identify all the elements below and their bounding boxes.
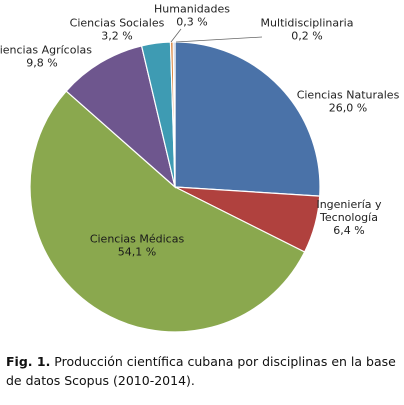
slice-label-2: Ingeniería y Tecnología 6,4 %	[316, 198, 382, 237]
pie-chart: Ciencias Naturales 26,0 % Ingeniería y Tecn…	[0, 3, 400, 333]
slice-label-line: Multidisciplinaria	[261, 17, 354, 30]
slice-label-line: Ingeniería y	[316, 198, 382, 211]
slice-label-line: 6,4 %	[333, 224, 364, 237]
pie-slice-4	[65, 45, 177, 189]
pie-slice-1	[174, 41, 321, 197]
leader-line-7	[175, 36, 263, 43]
slice-labels: Ciencias Naturales 26,0 % Ingeniería y Tecn…	[0, 3, 400, 259]
slice-label-line: 54,1 %	[118, 246, 156, 259]
pie-slice-7	[172, 41, 176, 188]
caption-text: Producción científica cubana por discipl…	[6, 354, 396, 388]
slice-label-line: 0,3 %	[176, 16, 207, 29]
slice-label-line: Ciencias Sociales	[70, 17, 165, 30]
slice-label-1: Ciencias Naturales 26,0 %	[297, 89, 400, 115]
slice-label-3: Ciencias Médicas 54,1 %	[90, 233, 185, 259]
slice-label-5: Ciencias Sociales 3,2 %	[70, 17, 165, 43]
leader-lines	[170, 28, 263, 43]
slice-label-line: Ciencias Médicas	[90, 233, 185, 246]
slice-label-line: 0,2 %	[291, 30, 322, 43]
figure-caption: Fig. 1. Producción científica cubana por…	[6, 352, 400, 390]
slice-label-line: 9,8 %	[26, 57, 57, 70]
slice-label-line: Ciencias Naturales	[297, 89, 400, 102]
caption-label: Fig. 1.	[6, 354, 51, 369]
slice-label-line: Tecnología	[319, 211, 378, 224]
slice-label-line: Ciencias Agrícolas	[0, 44, 92, 57]
pie-slice-3	[29, 90, 306, 333]
slice-label-line: 26,0 %	[329, 102, 367, 115]
slice-label-6: Humanidades 0,3 %	[154, 3, 230, 29]
pie-slices	[29, 41, 321, 333]
slice-label-line: Humanidades	[154, 3, 230, 16]
slice-label-line: 3,2 %	[101, 30, 132, 43]
slice-label-7: Multidisciplinaria 0,2 %	[261, 17, 354, 43]
slice-label-4: Ciencias Agrícolas 9,8 %	[0, 44, 92, 70]
leader-line-6	[170, 28, 182, 43]
